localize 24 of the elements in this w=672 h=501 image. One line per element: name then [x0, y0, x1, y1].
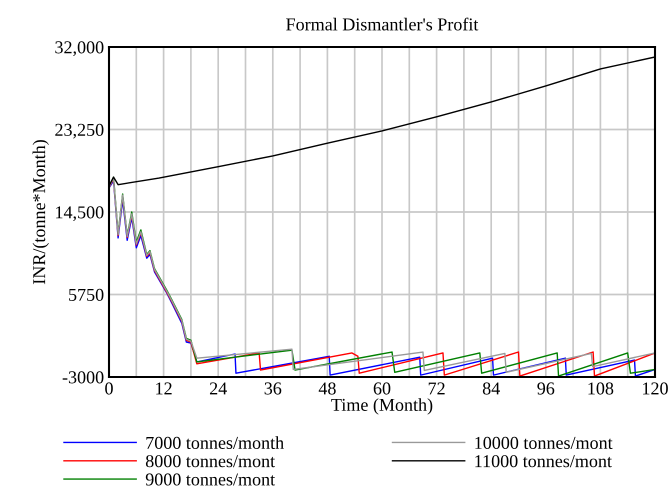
legend-label: 11000 tonnes/mont [475, 455, 612, 468]
chart-title: Formal Dismantler's Profit [286, 18, 478, 31]
y-tick-label: 14,500 [56, 206, 104, 222]
y-tick-label: 5750 [69, 288, 104, 301]
legend-label: 7000 tonnes/month [146, 436, 284, 449]
legend-label: 9000 tonnes/mont [146, 473, 276, 486]
x-tick-label: 60 [374, 382, 390, 395]
y-tick-label: -3000 [62, 371, 104, 384]
x-axis-title: Time (Month) [331, 398, 432, 415]
y-axis-title: INR/(tonne*Month) [32, 140, 49, 284]
x-tick-label: 108 [588, 382, 614, 395]
x-tick-label: 72 [428, 382, 445, 394]
legend-label: 10000 tonnes/mont [475, 436, 613, 449]
legend-label: 8000 tonnes/mont [146, 455, 276, 468]
y-tick-label: 23,250 [55, 124, 104, 139]
x-tick-label: 84 [482, 382, 500, 395]
x-tick-label: 48 [318, 382, 336, 395]
x-tick-label: 120 [643, 382, 668, 395]
y-tick-label: 32,000 [55, 41, 104, 56]
x-tick-label: 36 [264, 382, 282, 395]
x-tick-label: 0 [105, 382, 113, 395]
x-tick-label: 24 [210, 382, 227, 394]
x-tick-label: 96 [537, 382, 554, 395]
x-tick-label: 12 [156, 382, 172, 394]
